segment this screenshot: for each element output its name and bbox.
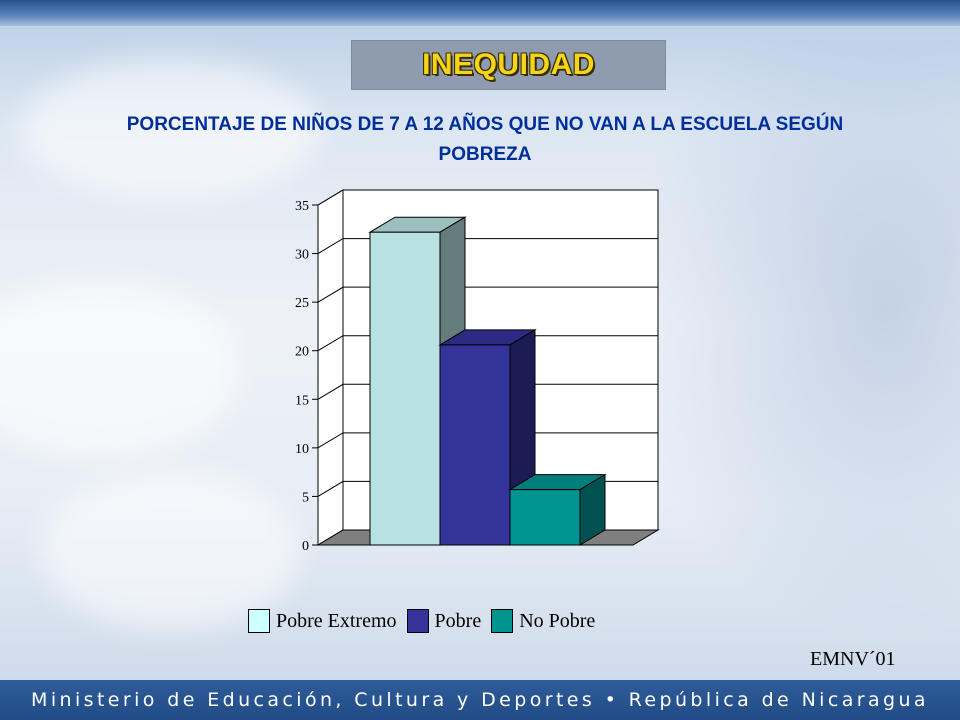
y-tick-label: 25: [295, 296, 309, 311]
chart-legend: Pobre Extremo Pobre No Pobre: [248, 607, 605, 635]
legend-item: Pobre: [406, 609, 482, 633]
y-tick-label: 5: [302, 490, 309, 505]
footer-text: Ministerio de Educación, Cultura y Depor…: [31, 689, 929, 711]
bar-2: [439, 344, 511, 546]
legend-swatch: [248, 609, 270, 633]
background-cloud: [20, 60, 320, 200]
title-box: INEQUIDAD: [351, 40, 666, 90]
legend-item: Pobre Extremo: [248, 609, 397, 633]
background-cloud: [0, 280, 240, 460]
legend-label: No Pobre: [519, 609, 596, 632]
source-label: EMNV´01: [810, 648, 896, 670]
gridline: [317, 383, 658, 400]
footer-band: Ministerio de Educación, Cultura y Depor…: [0, 680, 960, 720]
legend-label: Pobre Extremo: [276, 609, 397, 632]
legend-item: No Pobre: [491, 609, 595, 633]
legend-label: Pobre: [434, 609, 482, 632]
chart-subtitle: PORCENTAJE DE NIÑOS DE 7 A 12 AÑOS QUE N…: [126, 114, 844, 165]
y-tick-label: 0: [302, 539, 309, 554]
y-tick-label: 30: [295, 248, 309, 263]
gridline: [317, 238, 658, 255]
y-tick-label: 20: [295, 345, 309, 360]
y-tick-label: 35: [295, 199, 309, 214]
bar-3: [509, 489, 581, 546]
top-banner: [0, 0, 960, 26]
gridline: [317, 335, 658, 352]
y-tick-label: 15: [295, 393, 309, 408]
y-tick-label: 10: [295, 442, 309, 457]
slide-title: INEQUIDAD: [422, 48, 595, 81]
bar-1: [369, 231, 441, 546]
legend-swatch: [491, 609, 514, 633]
background-cloud: [40, 470, 300, 630]
gridline: [317, 189, 658, 206]
gridline: [317, 432, 658, 449]
legend-swatch: [406, 609, 429, 633]
chart-side-wall: [317, 189, 344, 546]
background-flag-emblem: [620, 40, 960, 640]
gridline: [317, 286, 658, 303]
